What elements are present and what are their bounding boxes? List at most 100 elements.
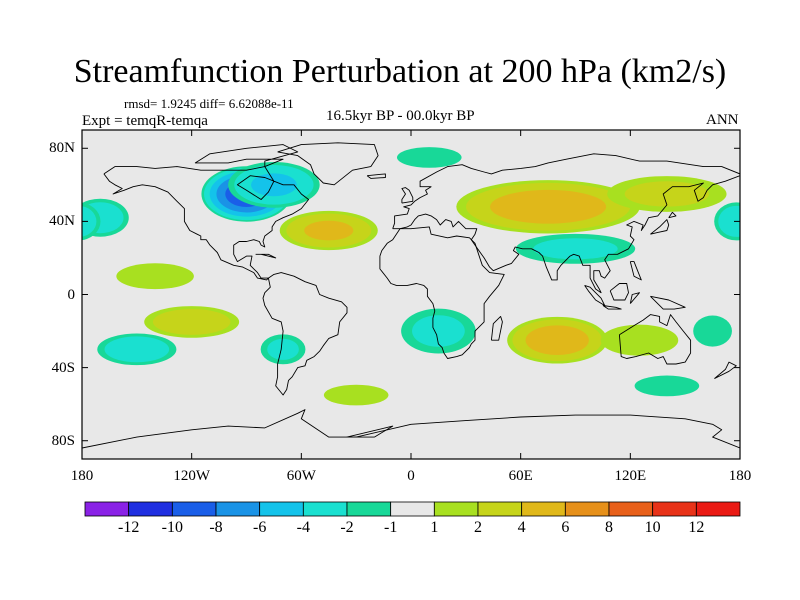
anomaly-dateline-low [82,202,740,241]
legend-swatch [346,501,392,517]
coastline-5 [618,314,692,365]
legend-label: -6 [252,519,267,536]
anomaly-south-pacific-high [144,306,240,338]
legend-label: 12 [688,519,705,536]
contour-west-pacific-high-pos2 [0,176,69,212]
coastline-6 [82,409,740,449]
anomaly-atlantic-high [279,210,378,251]
contour-dateline-low-neg2 [82,206,97,237]
lon-tick-label: 120E [614,468,647,484]
contour-west-pacific-high-pos4 [0,181,51,206]
contour-south-america-low-neg2 [267,338,299,360]
contour-south-pacific-high-pos4 [152,308,231,335]
anomaly-south-america-low [260,334,306,365]
legend-swatch [608,501,654,517]
anomaly-south-pacific-west-low [35,315,732,347]
legend-swatch [521,501,566,517]
anomaly-north-atlantic-low [396,147,462,168]
contour-atlantic-high-pos6 [304,220,354,241]
coastline-8 [401,187,414,204]
lat-tick-label: 80N [49,140,75,157]
anomaly-south-atlantic-high [323,384,389,406]
anomaly-north-america-low-ext [228,161,320,208]
legend-label: -8 [209,519,223,536]
legend-label: -1 [383,519,398,536]
legend-label: 1 [430,519,439,536]
lon-tick-label: 180 [728,468,752,484]
stats-line: rmsd= 1.9245 diff= 6.62088e-11 [124,96,294,111]
coastline-10 [668,211,677,219]
legend-label: 6 [561,519,570,536]
contour-africa-low-neg2 [412,315,465,347]
lon-tick-label: 60W [286,468,316,484]
coastline-21 [346,425,394,438]
contour-eurasia-high-pos6 [490,189,607,224]
contour-australia-high-pos2 [600,324,679,356]
legend-label: -10 [161,519,183,536]
contour-east-pacific-low-neg2 [735,208,740,228]
contour-west-pacific-high-pos4 [624,181,710,207]
anomaly-australia-low [0,375,700,397]
legend-swatch [433,501,479,517]
contour-dateline-low-neg2 [718,205,740,237]
anomaly-pacific-tropical-high [116,263,800,290]
lon-tick-label: 120W [173,468,210,484]
coastline-4 [379,226,505,359]
lat-tick-label: 80S [51,432,75,449]
legend-label: 10 [644,519,661,536]
legend-swatch [564,501,610,517]
contour-south-pacific-west-low-neg1 [693,315,732,347]
coastline-12 [602,305,622,310]
coastline-9 [650,219,670,235]
legend-swatch [128,501,173,517]
period-label: 16.5kyr BP - 00.0kyr BP [326,108,475,124]
lat-tick-label: 0 [67,286,76,303]
season-label: ANN [706,112,739,128]
coastline-3 [392,153,740,294]
legend-swatch [84,501,130,517]
legend-label: 8 [605,519,613,536]
contour-south-pacific-low-neg2 [763,336,800,362]
coastline-18 [366,173,386,179]
coastlines [82,142,740,449]
legend-swatch [171,501,217,517]
coastline-19 [255,253,277,259]
contour-australia-low-neg1 [634,375,700,397]
legend-label: -2 [340,519,354,536]
contour-south-pacific-low-neg2 [104,336,170,363]
anomaly-africa-low [401,308,476,354]
coastline-17 [714,361,737,380]
lon-tick-label: 180 [70,468,94,484]
anomaly-south-pacific-low [97,333,800,366]
lat-tick-label: 40S [51,359,75,376]
legend-label: 4 [517,519,526,536]
coastline-7 [490,315,503,341]
plot-title: Streamfunction Perturbation at 200 hPa (… [73,53,727,90]
contour-south-pacific-west-low-neg1 [35,316,74,347]
legend-swatch [390,501,435,517]
coastline-2 [262,272,348,396]
contour-north-america-low-ext-neg4 [251,173,297,197]
contour-australia-high-pos2 [0,325,20,356]
contour-australia-low-neg1 [0,376,41,397]
contour-south-atlantic-high-pos2 [323,384,389,406]
lat-tick-label: 40N [49,213,75,230]
legend-label: -4 [296,519,310,536]
anomaly-asia-low [515,233,636,264]
legend-swatch [695,501,741,517]
lon-tick-label: 60E [508,468,533,484]
legend-swatch [302,501,348,517]
coastline-15 [629,292,640,304]
contour-indian-ocean-high-pos6 [525,325,589,355]
coastline-16 [629,261,642,281]
color-legend [84,501,741,517]
contour-asia-low-neg2 [533,238,618,260]
legend-swatch [215,501,261,517]
coastline-0 [103,166,310,281]
experiment-label: Expt = temqR-temqa [82,113,208,129]
contour-south-pacific-low-neg1 [755,334,800,366]
coastline-13 [609,283,629,301]
contour-pacific-tropical-high-pos2 [774,263,800,289]
coastline-20 [194,144,299,168]
